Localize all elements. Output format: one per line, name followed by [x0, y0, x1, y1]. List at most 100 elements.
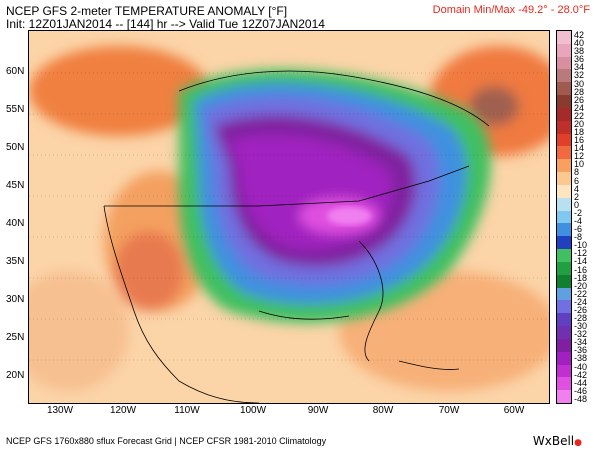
- lon-label-60w: 60W: [503, 405, 525, 416]
- lat-label-60n: 60N: [6, 66, 25, 77]
- colorbar-segment: [557, 159, 571, 173]
- colorbar-tick-label: -2: [574, 207, 583, 218]
- map-subtitle: Init: 12Z01JAN2014 -- [144] hr --> Valid…: [6, 17, 325, 31]
- lat-label-35n: 35N: [6, 256, 25, 267]
- lon-label-70w: 70W: [438, 405, 460, 416]
- colorbar-tick-label: 40: [574, 38, 585, 49]
- colorbar-tick-label: -24: [574, 296, 588, 307]
- temperature-anomaly-map: [28, 30, 550, 404]
- colorbar-segment: [557, 249, 571, 263]
- colorbar-tick-label: 10: [574, 159, 585, 170]
- bolt-icon: ●: [574, 438, 582, 448]
- colorbar-tick-label: -22: [574, 288, 588, 299]
- colorbar-tick-label: -8: [574, 232, 583, 243]
- logo-text: WxBell: [532, 434, 575, 448]
- colorbar-segment: [557, 364, 571, 378]
- colorbar-tick-label: 2: [574, 191, 580, 202]
- colorbar-tick-label: -36: [574, 345, 588, 356]
- colorbar-tick-label: 30: [574, 78, 585, 89]
- lon-label-90w: 90W: [307, 405, 329, 416]
- lon-label-130w: 130W: [46, 405, 74, 416]
- footer-text: NCEP GFS 1760x880 sflux Forecast Grid | …: [6, 436, 327, 446]
- colorbar-segment: [557, 82, 571, 96]
- colorbar-tick-label: 16: [574, 135, 585, 146]
- colorbar-segment: [557, 197, 571, 212]
- colorbar-segment: [557, 223, 571, 237]
- colorbar-tick-label: 18: [574, 127, 585, 138]
- colorbar-tick-label: -4: [574, 216, 583, 226]
- colorbar-tick-label: -42: [574, 369, 588, 380]
- lat-label-20n: 20N: [6, 370, 25, 381]
- colorbar-segment: [557, 56, 571, 70]
- lon-label-80w: 80W: [372, 405, 394, 416]
- colorbar-tick-label: -38: [574, 353, 588, 364]
- colorbar-tick-label: 22: [574, 110, 585, 121]
- lat-label-30n: 30N: [6, 294, 25, 305]
- colorbar-tick-label: 4: [574, 183, 580, 194]
- colorbar-tick-label: 26: [574, 94, 585, 105]
- colorbar-segment: [557, 95, 571, 109]
- colorbar-tick-label: -20: [574, 280, 588, 291]
- colorbar-segment: [557, 274, 571, 289]
- lon-label-120w: 120W: [109, 405, 137, 416]
- colorbar-segment: [557, 133, 571, 147]
- colorbar-tick-label: -26: [574, 304, 588, 315]
- colorbar-segment: [557, 172, 571, 186]
- colorbar-tick-label: 12: [574, 151, 585, 162]
- colorbar-segment: [557, 300, 571, 314]
- map-svg: [29, 31, 549, 403]
- colorbar-segment: [557, 377, 571, 391]
- colorbar-segment: [557, 184, 571, 199]
- colorbar-tick-label: 42: [574, 30, 585, 40]
- lat-label-55n: 55N: [6, 104, 25, 115]
- colorbar-tick-label: 20: [574, 118, 585, 129]
- domain-minmax: Domain Min/Max -49.2° - 28.0°F: [432, 4, 590, 16]
- colorbar-segment: [557, 287, 571, 301]
- colorbar-segment: [557, 120, 571, 135]
- colorbar-segment: [557, 69, 571, 83]
- lon-label-100w: 100W: [239, 405, 267, 416]
- lat-label-25n: 25N: [6, 332, 25, 343]
- colorbar-tick-label: 0: [574, 199, 580, 210]
- colorbar-tick-label: 34: [574, 62, 585, 73]
- colorbar-tick-label: -44: [574, 377, 588, 388]
- colorbar-tick-label: -14: [574, 256, 588, 267]
- lat-label-45n: 45N: [6, 180, 25, 191]
- colorbar-segment: [557, 351, 571, 365]
- colorbar-tick-label: -12: [574, 248, 588, 259]
- colorbar-tick-label: 6: [574, 175, 580, 186]
- colorbar-tick-label: -16: [574, 264, 588, 275]
- colorbar: [556, 30, 572, 404]
- colorbar-tick-label: -48: [574, 393, 588, 404]
- colorbar-segment: [557, 313, 571, 327]
- colorbar-segment: [557, 210, 571, 224]
- lat-label-40n: 40N: [6, 218, 25, 229]
- lat-label-50n: 50N: [6, 142, 25, 153]
- colorbar-segment: [557, 236, 571, 250]
- colorbar-segment: [557, 43, 571, 58]
- colorbar-tick-label: 38: [574, 46, 585, 57]
- colorbar-tick-label: -34: [574, 337, 588, 348]
- lon-label-110w: 110W: [174, 405, 200, 416]
- colorbar-segment: [557, 261, 571, 276]
- colorbar-segment: [557, 107, 571, 122]
- colorbar-tick-label: -28: [574, 313, 588, 324]
- wxbell-logo: WxBell●: [533, 434, 582, 448]
- colorbar-tick-label: -46: [574, 385, 588, 396]
- colorbar-tick-label: -18: [574, 272, 588, 283]
- colorbar-segment: [557, 146, 571, 160]
- colorbar-segment: [557, 326, 571, 340]
- colorbar-tick-label: 24: [574, 102, 585, 113]
- colorbar-tick-label: 36: [574, 54, 585, 65]
- colorbar-tick-label: -32: [574, 329, 588, 340]
- colorbar-tick-label: -6: [574, 224, 583, 235]
- colorbar-tick-label: 32: [574, 70, 585, 81]
- colorbar-tick-label: 28: [574, 86, 585, 97]
- colorbar-segment: [557, 31, 571, 45]
- colorbar-tick-label: 14: [574, 143, 585, 154]
- colorbar-segment: [557, 390, 571, 404]
- map-title: NCEP GFS 2-meter TEMPERATURE ANOMALY [°F…: [6, 4, 288, 18]
- colorbar-tick-label: -10: [574, 240, 588, 251]
- colorbar-segment: [557, 338, 571, 353]
- colorbar-tick-label: 8: [574, 167, 580, 178]
